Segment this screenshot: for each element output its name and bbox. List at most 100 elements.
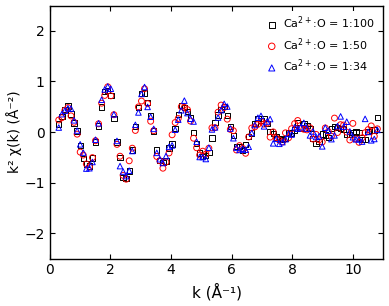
Ca$^{2+}$:O = 1:34 <box>215 115 221 120</box>
Ca$^{2+}$:O = 1:100 <box>313 141 319 146</box>
Ca$^{2+}$:O = 1:34 <box>108 86 114 91</box>
Ca$^{2+}$:O = 1:100 <box>56 121 62 126</box>
Ca$^{2+}$:O = 1:100 <box>322 132 328 137</box>
Ca$^{2+}$:O = 1:50 <box>316 137 322 142</box>
Ca$^{2+}$:O = 1:50 <box>209 125 215 130</box>
Ca$^{2+}$:O = 1:50 <box>264 121 270 125</box>
Ca$^{2+}$:O = 1:34 <box>362 116 368 121</box>
Ca$^{2+}$:O = 1:100 <box>123 176 129 181</box>
Ca$^{2+}$:O = 1:34 <box>160 161 166 166</box>
Ca$^{2+}$:O = 1:34 <box>172 127 178 132</box>
Ca$^{2+}$:O = 1:34 <box>56 125 62 130</box>
Ca$^{2+}$:O = 1:34 <box>184 111 191 116</box>
Ca$^{2+}$:O = 1:50 <box>273 136 279 140</box>
Ca$^{2+}$:O = 1:50 <box>117 154 123 159</box>
Ca$^{2+}$:O = 1:100 <box>365 129 371 134</box>
Ca$^{2+}$:O = 1:50 <box>169 132 175 137</box>
Ca$^{2+}$:O = 1:50 <box>80 153 86 158</box>
Ca$^{2+}$:O = 1:50 <box>83 162 89 166</box>
Ca$^{2+}$:O = 1:50 <box>362 130 368 135</box>
Ca$^{2+}$:O = 1:34 <box>206 145 212 150</box>
Ca$^{2+}$:O = 1:100 <box>166 146 172 151</box>
Ca$^{2+}$:O = 1:34 <box>68 106 74 111</box>
Ca$^{2+}$:O = 1:34 <box>147 114 154 119</box>
Ca$^{2+}$:O = 1:100 <box>237 144 243 149</box>
Ca$^{2+}$:O = 1:50 <box>347 138 353 143</box>
Ca$^{2+}$:O = 1:100 <box>108 93 114 98</box>
Ca$^{2+}$:O = 1:50 <box>89 155 96 160</box>
Ca$^{2+}$:O = 1:100 <box>114 140 120 145</box>
Ca$^{2+}$:O = 1:34 <box>331 133 338 138</box>
Ca$^{2+}$:O = 1:100 <box>144 100 151 105</box>
Ca$^{2+}$:O = 1:34 <box>261 124 267 129</box>
Ca$^{2+}$:O = 1:34 <box>157 157 163 162</box>
Ca$^{2+}$:O = 1:34 <box>301 120 307 125</box>
Ca$^{2+}$:O = 1:34 <box>313 135 319 140</box>
Ca$^{2+}$:O = 1:34 <box>163 154 169 159</box>
Ca$^{2+}$:O = 1:50 <box>154 154 160 159</box>
Ca$^{2+}$:O = 1:100 <box>264 121 270 126</box>
Ca$^{2+}$:O = 1:100 <box>294 120 301 125</box>
Ca$^{2+}$:O = 1:34 <box>218 108 224 113</box>
Ca$^{2+}$:O = 1:34 <box>80 150 86 155</box>
Ca$^{2+}$:O = 1:50 <box>261 122 267 127</box>
Ca$^{2+}$:O = 1:34 <box>227 126 233 131</box>
Ca$^{2+}$:O = 1:34 <box>117 164 123 169</box>
Ca$^{2+}$:O = 1:50 <box>224 117 230 121</box>
Ca$^{2+}$:O = 1:34 <box>273 136 279 141</box>
Ca$^{2+}$:O = 1:34 <box>368 138 374 143</box>
Ca$^{2+}$:O = 1:34 <box>196 155 203 159</box>
Ca$^{2+}$:O = 1:100 <box>316 139 322 144</box>
Ca$^{2+}$:O = 1:50 <box>102 93 108 98</box>
Ca$^{2+}$:O = 1:100 <box>126 168 132 173</box>
Ca$^{2+}$:O = 1:50 <box>120 173 126 178</box>
Ca$^{2+}$:O = 1:34 <box>371 136 377 141</box>
Ca$^{2+}$:O = 1:50 <box>135 104 142 109</box>
Ca$^{2+}$:O = 1:34 <box>105 84 111 89</box>
Ca$^{2+}$:O = 1:50 <box>276 138 282 143</box>
Ca$^{2+}$:O = 1:34 <box>154 151 160 155</box>
Ca$^{2+}$:O = 1:100 <box>338 126 344 131</box>
Ca$^{2+}$:O = 1:34 <box>129 149 135 154</box>
Ca$^{2+}$:O = 1:100 <box>203 153 209 158</box>
Ca$^{2+}$:O = 1:34 <box>289 132 295 137</box>
Ca$^{2+}$:O = 1:34 <box>62 108 68 113</box>
Ca$^{2+}$:O = 1:34 <box>95 121 102 126</box>
Ca$^{2+}$:O = 1:34 <box>221 101 227 106</box>
Ca$^{2+}$:O = 1:50 <box>193 145 200 150</box>
Ca$^{2+}$:O = 1:100 <box>335 125 341 130</box>
Ca$^{2+}$:O = 1:100 <box>279 137 286 142</box>
Ca$^{2+}$:O = 1:100 <box>80 156 86 161</box>
Ca$^{2+}$:O = 1:100 <box>340 127 347 132</box>
Ca$^{2+}$:O = 1:34 <box>365 129 371 134</box>
Ca$^{2+}$:O = 1:50 <box>279 140 286 144</box>
Ca$^{2+}$:O = 1:50 <box>68 114 74 118</box>
Ca$^{2+}$:O = 1:100 <box>233 144 240 149</box>
Ca$^{2+}$:O = 1:50 <box>77 150 83 155</box>
Ca$^{2+}$:O = 1:50 <box>328 134 335 139</box>
Ca$^{2+}$:O = 1:34 <box>233 145 240 150</box>
Ca$^{2+}$:O = 1:100 <box>175 112 181 117</box>
Ca$^{2+}$:O = 1:100 <box>191 130 197 135</box>
Ca$^{2+}$:O = 1:50 <box>191 136 197 141</box>
Legend: Ca$^{2+}$:O = 1:100, Ca$^{2+}$:O = 1:50, Ca$^{2+}$:O = 1:34: Ca$^{2+}$:O = 1:100, Ca$^{2+}$:O = 1:50,… <box>262 11 378 78</box>
Ca$^{2+}$:O = 1:50 <box>307 125 313 130</box>
Ca$^{2+}$:O = 1:50 <box>245 134 252 139</box>
Ca$^{2+}$:O = 1:50 <box>286 135 292 140</box>
Ca$^{2+}$:O = 1:34 <box>203 157 209 162</box>
Ca$^{2+}$:O = 1:50 <box>221 105 227 110</box>
Ca$^{2+}$:O = 1:34 <box>359 139 365 144</box>
Ca$^{2+}$:O = 1:50 <box>301 127 307 132</box>
Ca$^{2+}$:O = 1:34 <box>65 106 71 111</box>
Ca$^{2+}$:O = 1:50 <box>353 136 359 141</box>
Ca$^{2+}$:O = 1:100 <box>77 143 83 148</box>
Ca$^{2+}$:O = 1:100 <box>224 113 230 118</box>
Ca$^{2+}$:O = 1:34 <box>132 122 138 127</box>
Ca$^{2+}$:O = 1:100 <box>138 91 145 96</box>
Ca$^{2+}$:O = 1:34 <box>242 147 249 152</box>
X-axis label: k (Å⁻¹): k (Å⁻¹) <box>191 283 242 300</box>
Ca$^{2+}$:O = 1:100 <box>362 137 368 142</box>
Ca$^{2+}$:O = 1:100 <box>282 136 289 141</box>
Ca$^{2+}$:O = 1:100 <box>240 148 246 153</box>
Ca$^{2+}$:O = 1:50 <box>350 121 356 126</box>
